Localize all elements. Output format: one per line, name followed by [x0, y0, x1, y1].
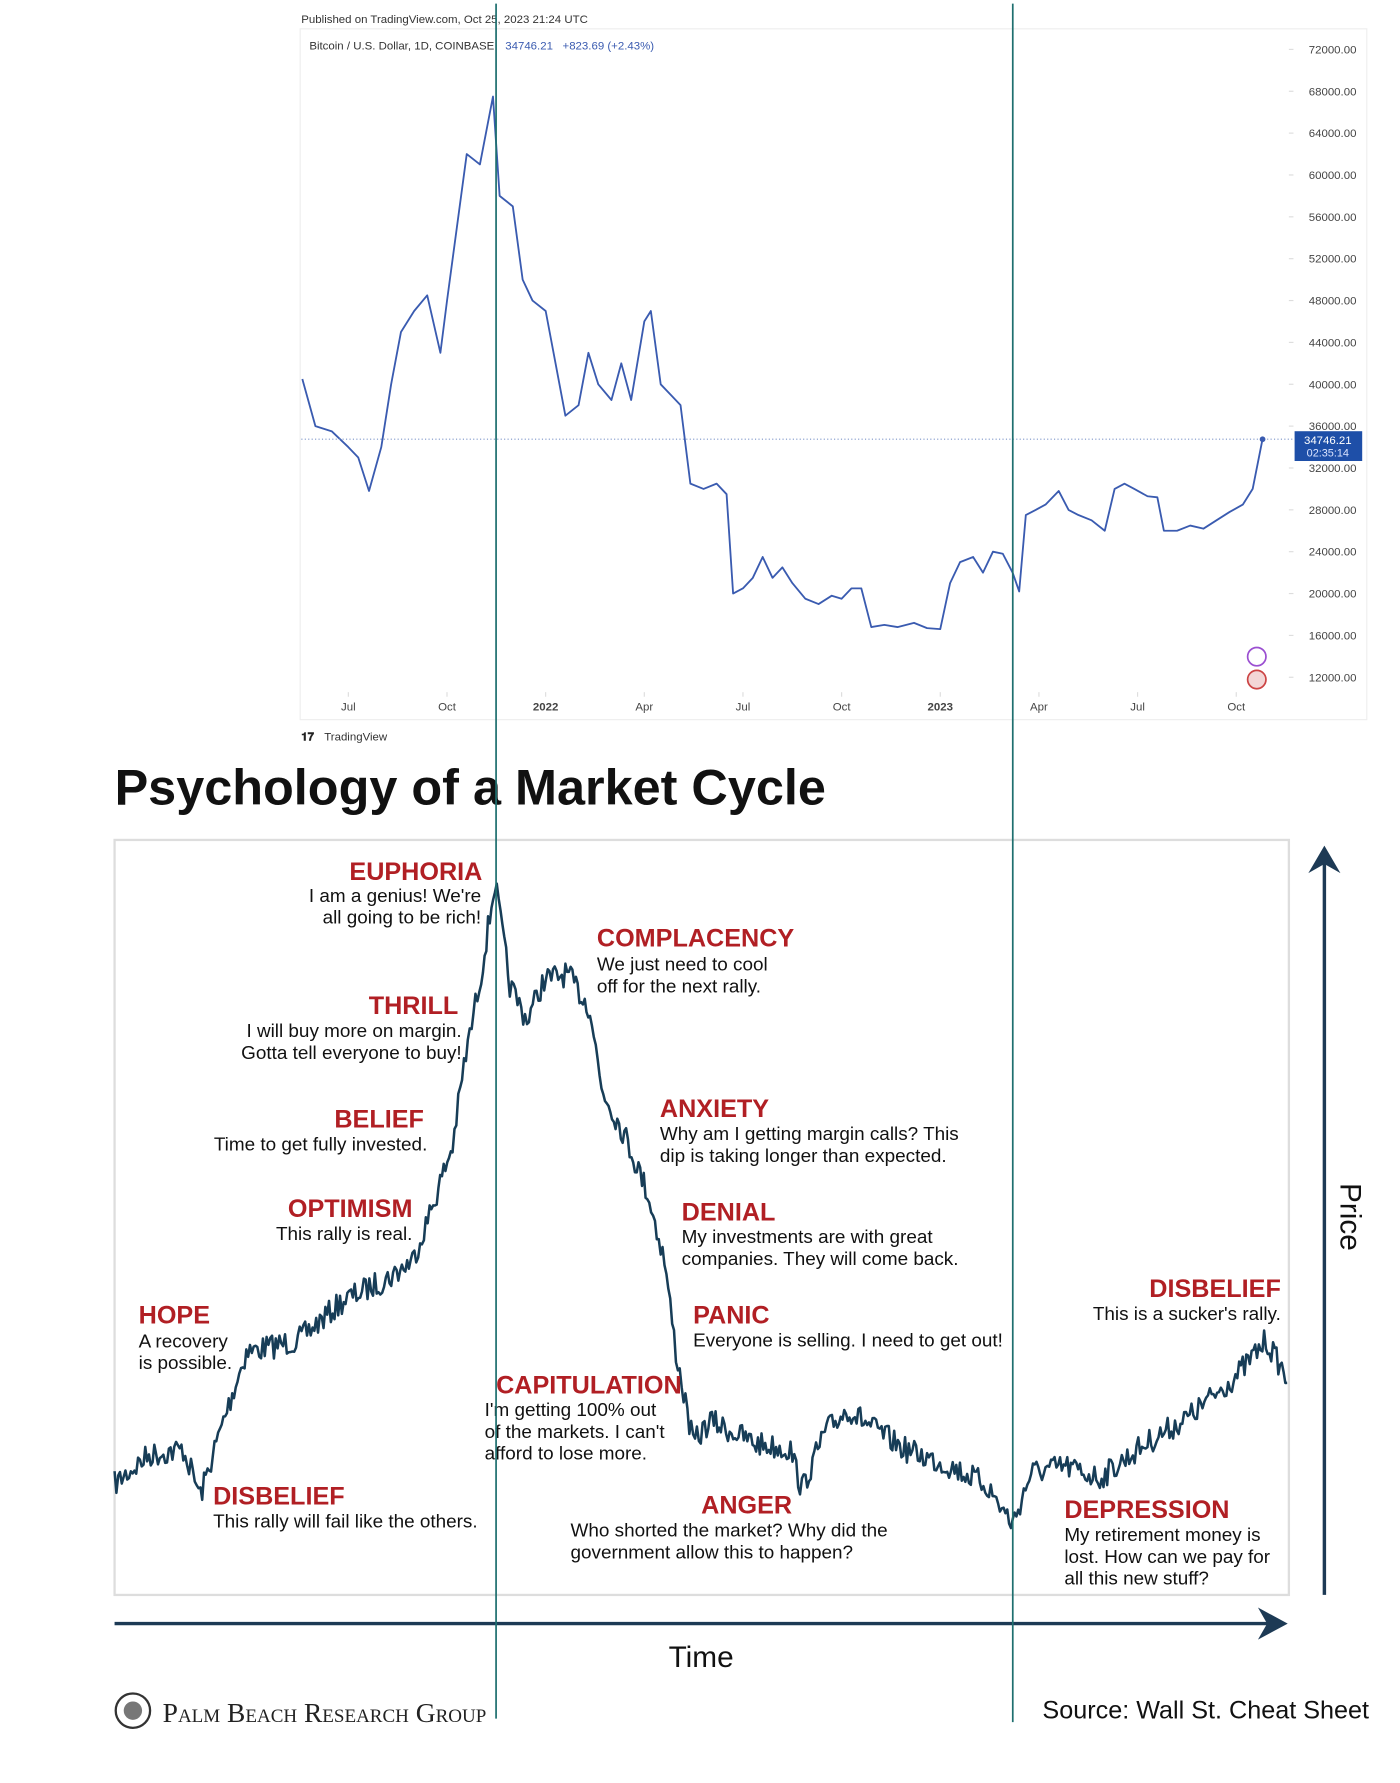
infographic-frame: [113, 838, 1291, 1597]
time-arrow-head: [1257, 1607, 1288, 1640]
y-tick-label: 60000.00: [1309, 170, 1357, 182]
y-tick-label: 40000.00: [1309, 379, 1357, 391]
last-point: [1259, 436, 1266, 443]
stage-name: ANGER: [701, 1492, 792, 1520]
stage-text: My investments are with great: [682, 1227, 934, 1248]
stage-name: EUPHORIA: [349, 858, 482, 886]
y-tick-label: 68000.00: [1309, 86, 1357, 98]
y-tick-label: 20000.00: [1309, 589, 1357, 601]
y-tick-label: 52000.00: [1309, 254, 1357, 266]
x-tick-label: Oct: [1227, 701, 1246, 713]
publisher-logo: [114, 1692, 152, 1729]
stage-text: of the markets. I can't: [485, 1422, 666, 1443]
brand: TradingView: [324, 731, 388, 743]
stage-text: This rally is real.: [276, 1224, 412, 1245]
y-axis-label: Price: [1333, 1183, 1366, 1251]
stage-text: A recovery: [139, 1331, 229, 1352]
stage-text: afford to lose more.: [485, 1444, 647, 1465]
icon: [1246, 669, 1267, 690]
stage-name: CAPITULATION: [496, 1371, 682, 1399]
stage-text: off for the next rally.: [597, 976, 761, 997]
stage-text: I will buy more on margin.: [246, 1021, 461, 1042]
source: Source: Wall St. Cheat Sheet: [1042, 1697, 1369, 1725]
publisher-logo: [123, 1701, 143, 1720]
x-tick-label: Jul: [736, 701, 751, 713]
stage-text: I am a genius! We're: [309, 886, 481, 907]
publisher: Palm Beach Research Group: [163, 1698, 487, 1728]
y-tick-label: 56000.00: [1309, 212, 1357, 224]
stage-text: all going to be rich!: [323, 908, 482, 929]
brand-logo: 𝟏𝟕: [301, 731, 314, 743]
last-price-tag: [1294, 431, 1363, 462]
chart-frame: [299, 28, 1368, 721]
x-tick-label: Oct: [833, 701, 852, 713]
legend-name: Bitcoin / U.S. Dollar, 1D, COINBASE: [309, 40, 494, 52]
y-tick-label: 64000.00: [1309, 128, 1357, 140]
stage-text: Why am I getting margin calls? This: [660, 1124, 959, 1145]
x-tick-label: 2022: [533, 701, 558, 713]
stage-name: PANIC: [693, 1301, 770, 1329]
last-price-timer: 02:35:14: [1307, 447, 1349, 459]
stage-text: companies. They will come back.: [682, 1249, 959, 1270]
stage-text: Time to get fully invested.: [214, 1134, 427, 1155]
stage-name: DISBELIEF: [1149, 1275, 1281, 1303]
y-tick-label: 32000.00: [1309, 463, 1357, 475]
stage-name: BELIEF: [334, 1106, 424, 1134]
stage-text: Gotta tell everyone to buy!: [241, 1043, 462, 1064]
x-tick-label: Jul: [341, 701, 356, 713]
stage-name: DEPRESSION: [1064, 1496, 1229, 1524]
x-tick-label: Oct: [438, 701, 457, 713]
y-tick-label: 44000.00: [1309, 337, 1357, 349]
stage-name: THRILL: [369, 992, 459, 1020]
price-line: [301, 95, 1264, 631]
legend-price: 34746.21: [505, 40, 553, 52]
stage-name: DISBELIEF: [213, 1482, 345, 1510]
y-tick-label: 12000.00: [1309, 672, 1357, 684]
last-price-label: 34746.21: [1304, 435, 1352, 447]
y-tick-label: 28000.00: [1309, 505, 1357, 517]
y-tick-label: 36000.00: [1309, 421, 1357, 433]
stage-text: My retirement money is: [1064, 1525, 1260, 1546]
y-tick-label: 16000.00: [1309, 630, 1357, 642]
x-tick-label: Apr: [635, 701, 653, 713]
stage-name: COMPLACENCY: [597, 924, 795, 952]
stage-name: OPTIMISM: [288, 1195, 413, 1223]
stage-text: We just need to cool: [597, 955, 768, 976]
stage-text: This rally will fail like the others.: [213, 1511, 478, 1532]
stage-text: all this new stuff?: [1064, 1569, 1209, 1590]
published-note: Published on TradingView.com, Oct 25, 20…: [301, 14, 588, 26]
stage-text: I'm getting 100% out: [485, 1400, 657, 1421]
y-tick-label: 24000.00: [1309, 547, 1357, 559]
stage-text: government allow this to happen?: [571, 1542, 854, 1563]
stage-text: Who shorted the market? Why did the: [571, 1521, 888, 1542]
x-tick-label: Jul: [1130, 701, 1145, 713]
x-axis-label: Time: [669, 1641, 734, 1674]
legend-change: +823.69 (+2.43%): [563, 40, 655, 52]
stage-text: lost. How can we pay for: [1064, 1547, 1270, 1568]
x-tick-label: 2023: [928, 701, 953, 713]
stage-text: Everyone is selling. I need to get out!: [693, 1330, 1003, 1351]
cycle-curve: [113, 882, 1288, 1530]
y-tick-label: 72000.00: [1309, 44, 1357, 56]
y-tick-label: 48000.00: [1309, 296, 1357, 308]
infographic-title: Psychology of a Market Cycle: [115, 758, 826, 815]
stage-name: ANXIETY: [660, 1095, 769, 1123]
stage-text: This is a sucker's rally.: [1093, 1304, 1281, 1325]
price-arrow-head: [1308, 845, 1341, 874]
stage-text: is possible.: [139, 1353, 232, 1374]
x-tick-label: Apr: [1030, 701, 1048, 713]
icon: [1246, 646, 1267, 667]
stage-name: HOPE: [139, 1301, 210, 1329]
stage-name: DENIAL: [682, 1198, 776, 1226]
stage-text: dip is taking longer than expected.: [660, 1146, 947, 1167]
